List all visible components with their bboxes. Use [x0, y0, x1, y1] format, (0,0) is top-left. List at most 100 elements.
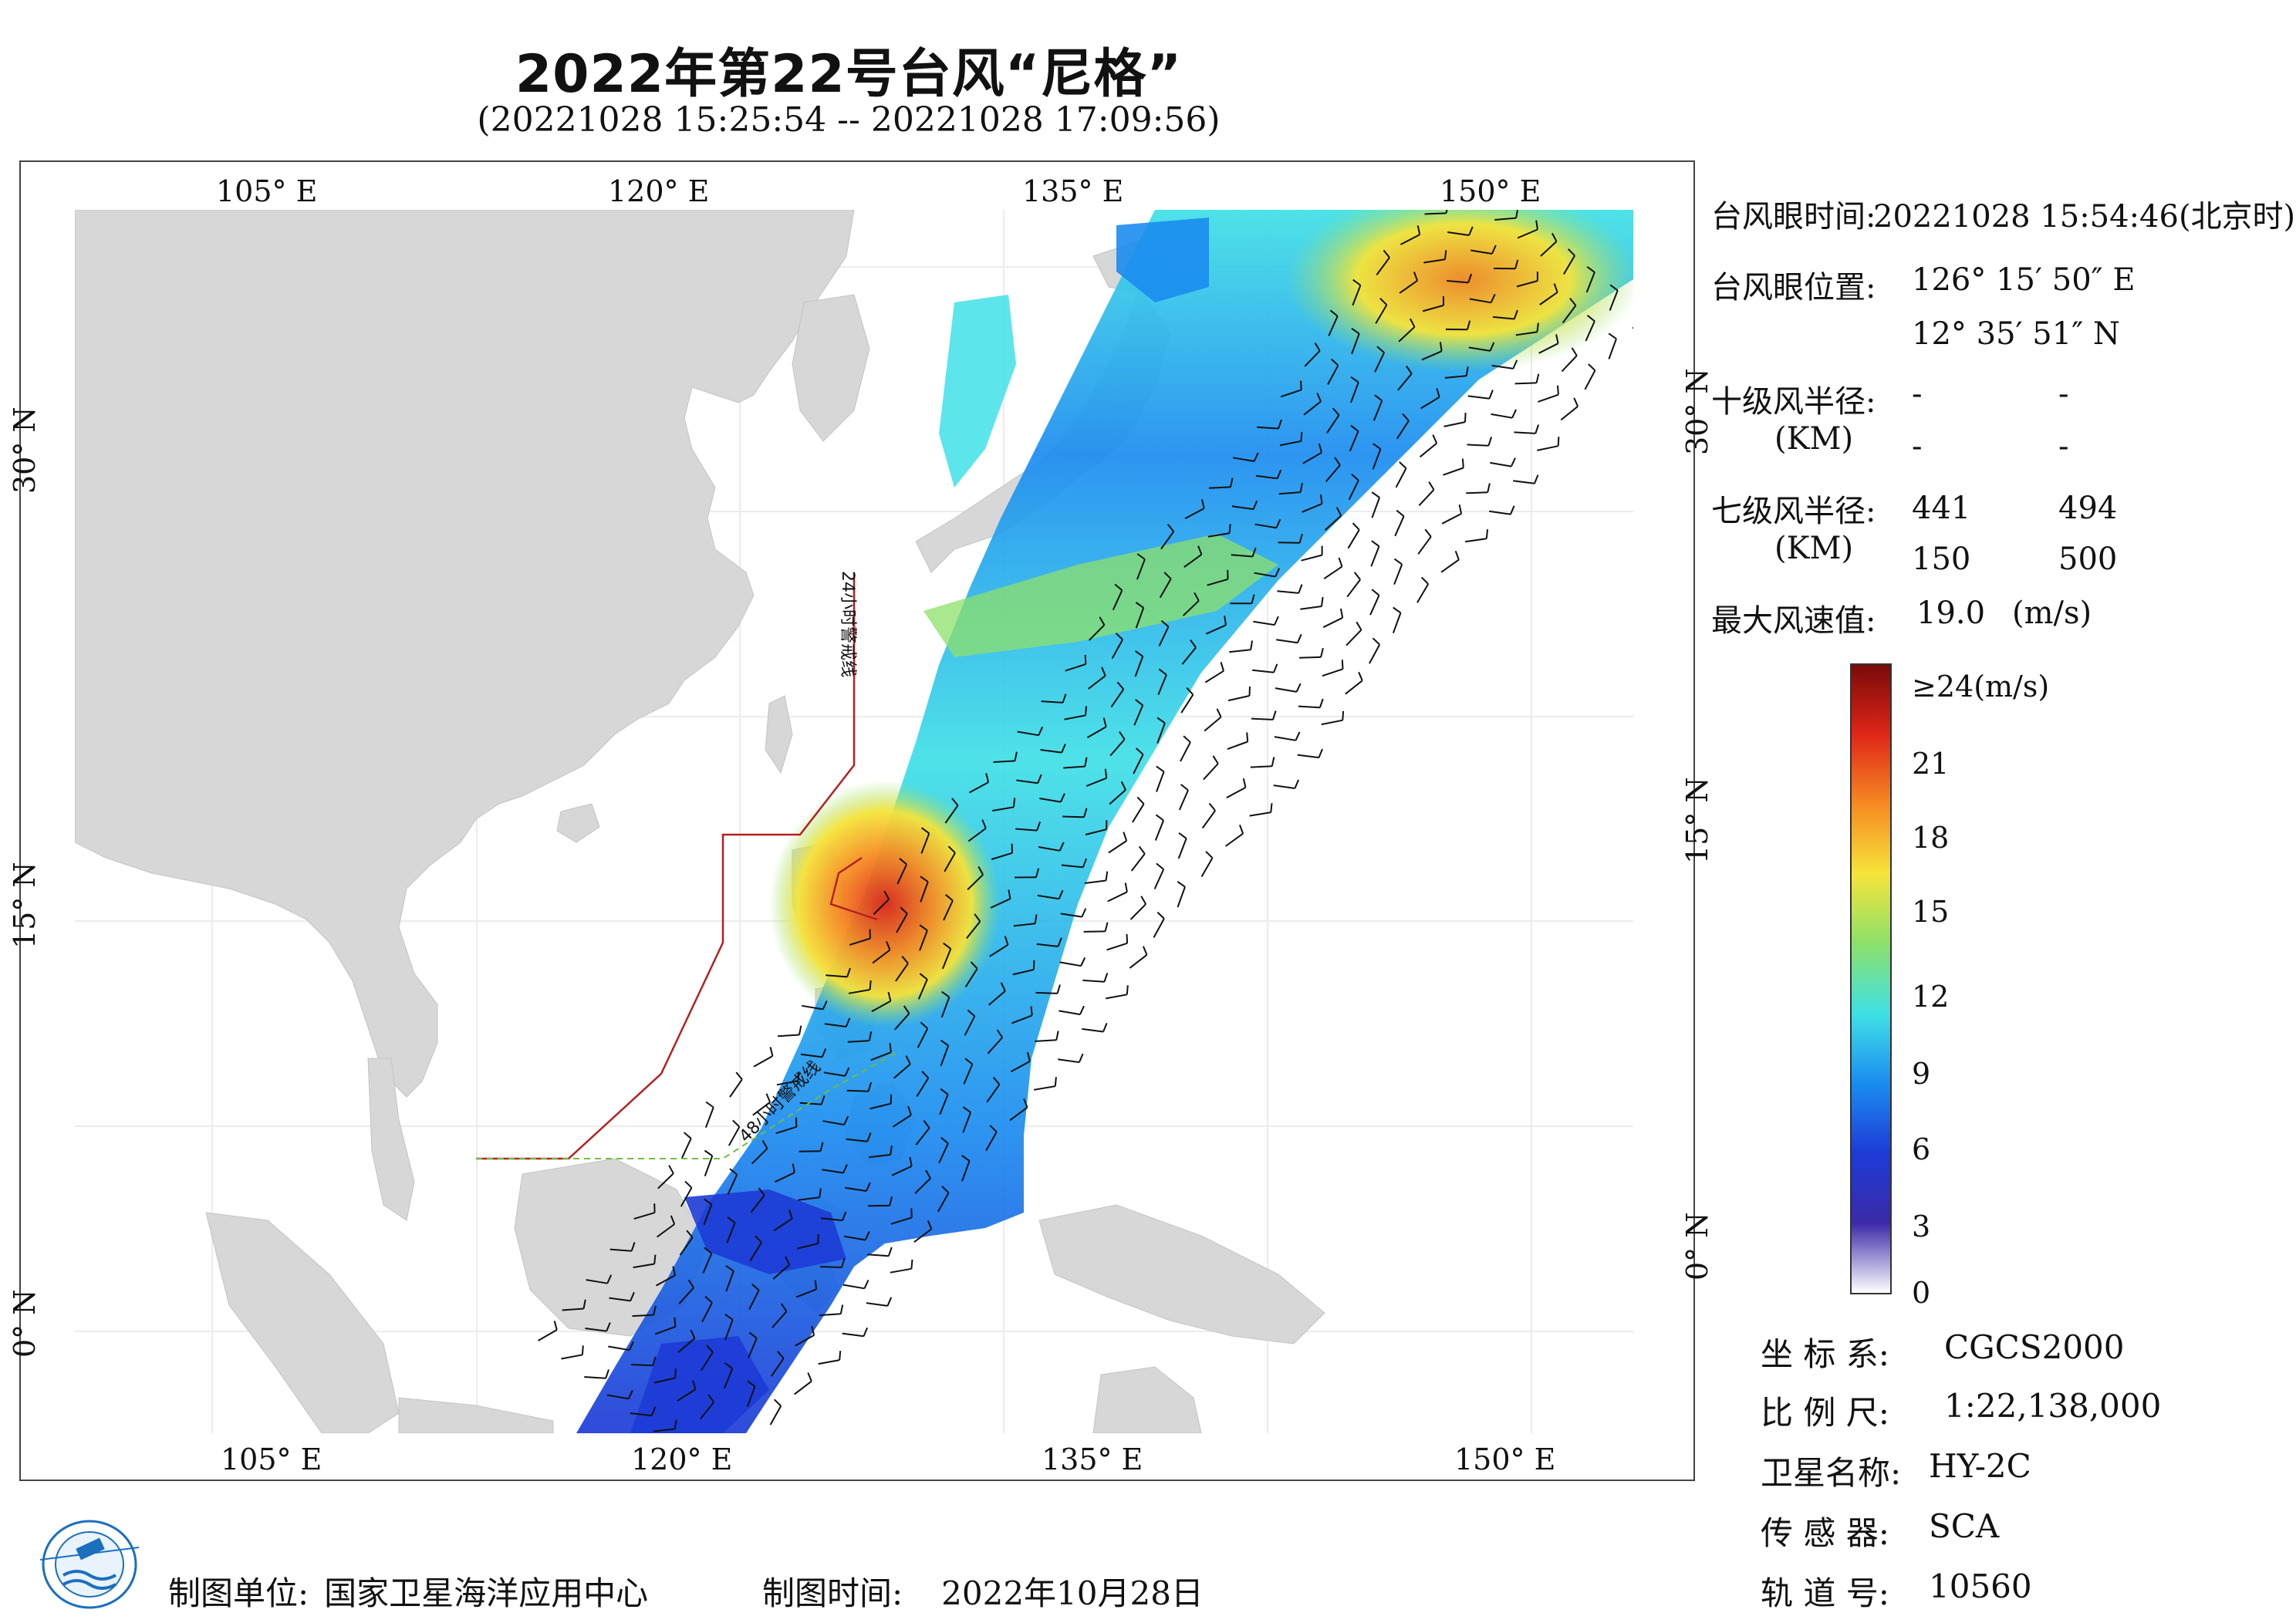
wind-barb [1134, 656, 1144, 677]
wind-barb-feather [1376, 346, 1385, 353]
wind-barb [751, 1148, 768, 1165]
wind-barb-feather [889, 1043, 892, 1053]
wind-barb [701, 1302, 713, 1323]
wind-barb-feather [1035, 868, 1040, 878]
wind-barb [1302, 503, 1322, 513]
wind-barb [1181, 646, 1197, 665]
wind-speed-colorbar [1850, 663, 1892, 1294]
wind-barb-feather [1167, 524, 1175, 532]
wind-barb [561, 1354, 583, 1360]
wind-barb [1540, 241, 1558, 257]
wind-barb [1038, 846, 1060, 852]
wind-barb-feather [1103, 973, 1109, 983]
orbit-value: 10560 [1929, 1567, 2032, 1605]
wind-barb [538, 1329, 558, 1341]
wind-barb-feather [1037, 774, 1042, 784]
wind-barb [892, 1114, 912, 1128]
lon-label-top-150: 150° E [1440, 174, 1541, 208]
wind-barb-feather [864, 1231, 870, 1240]
wind-barb [843, 1235, 866, 1241]
wind-barb-feather [1278, 419, 1282, 429]
wind-barb-feather [961, 1155, 971, 1162]
wind-barb-feather [940, 1088, 949, 1095]
production-date-value: 2022年10月28日 [941, 1574, 1204, 1612]
wind-barb [1064, 714, 1086, 720]
wind-barb [1373, 400, 1383, 421]
wind-barb [795, 1335, 815, 1347]
wind-barb-feather [981, 819, 987, 829]
wind-barb [1372, 448, 1382, 470]
wind-barb [896, 864, 908, 885]
wind-barb-feather [1487, 437, 1493, 447]
wind-barb [1560, 406, 1578, 421]
wind-barb [1351, 333, 1360, 355]
wind-barb [1208, 486, 1231, 489]
wind-barb-feather [901, 956, 909, 964]
r10-value-2: - [2058, 376, 2069, 412]
wind-barb-feather [1123, 832, 1128, 842]
wind-barb [1087, 675, 1106, 690]
wind-barb-feather [773, 1399, 782, 1407]
wind-barb [1304, 350, 1321, 367]
wind-barb [1538, 393, 1559, 403]
wind-barb-feather [1332, 407, 1340, 416]
wind-barb-feather [748, 1331, 758, 1339]
wind-barb-feather [910, 1208, 913, 1218]
wind-barb-feather [785, 1256, 791, 1266]
wind-barb-feather [869, 980, 872, 990]
wind-barb-feather [1298, 584, 1303, 594]
wind-barb-feather [1424, 528, 1432, 538]
wind-barb-feather [795, 1117, 798, 1127]
wind-barb-feather [1352, 278, 1361, 286]
wind-barb-feather [707, 1394, 715, 1403]
wind-barb [961, 1160, 971, 1182]
wind-field-map: 24小时警戒线 48小时警戒线 [75, 210, 1633, 1433]
wind-barb-feather [765, 1093, 772, 1103]
wind-barb [700, 1402, 715, 1420]
wind-barb [1491, 413, 1513, 419]
wind-barb [822, 1120, 845, 1126]
wind-barb-feather [1104, 922, 1109, 932]
wind-barb-feather [905, 1055, 911, 1065]
orbit-label: 轨 道 号: [1761, 1574, 1889, 1612]
wind-barb-feather [1467, 320, 1471, 330]
wind-barb [1109, 738, 1126, 757]
wind-barb [1279, 440, 1302, 447]
wind-barb [1133, 754, 1144, 774]
wind-barb-feather [1180, 784, 1189, 791]
wind-barb [1253, 620, 1275, 626]
wind-barb-feather [670, 1215, 676, 1225]
wind-barb [1184, 508, 1205, 520]
warning-line-24h-label: 24小时警戒线 [838, 571, 857, 677]
wind-barb [1538, 342, 1559, 354]
wind-barb-feather [788, 1210, 793, 1220]
wind-barb-feather [839, 1351, 842, 1361]
wind-barb [819, 1313, 841, 1317]
wind-barb-feather [863, 1279, 869, 1289]
wind-barb [770, 1358, 785, 1377]
wind-barb-feather [1371, 540, 1380, 548]
wind-barb [1035, 1039, 1057, 1042]
wind-barb-feather [1535, 220, 1538, 230]
wind-barb-feather [606, 1322, 611, 1331]
wind-barb [1303, 400, 1322, 416]
wind-barb-feather [844, 1067, 850, 1077]
wind-barb [1467, 395, 1490, 400]
wind-barb [1203, 763, 1219, 781]
wind-barb [1156, 722, 1166, 744]
wind-barb [987, 1037, 1003, 1054]
wind-barb [1514, 431, 1536, 434]
wind-barb-feather [1056, 984, 1061, 994]
wind-barb [1227, 695, 1250, 702]
wind-barb-feather [1373, 443, 1381, 450]
wind-barb-feather [1142, 946, 1148, 956]
wind-barb [585, 1328, 607, 1332]
wind-barb [1491, 364, 1514, 369]
wind-barb-feather [1410, 318, 1416, 328]
wind-barb [799, 1102, 822, 1105]
wind-barb [1012, 969, 1035, 976]
wind-barb [1086, 726, 1107, 738]
wind-barb [818, 1359, 840, 1365]
wind-barb-feather [1080, 957, 1086, 967]
wind-barb-feather [1158, 668, 1167, 676]
